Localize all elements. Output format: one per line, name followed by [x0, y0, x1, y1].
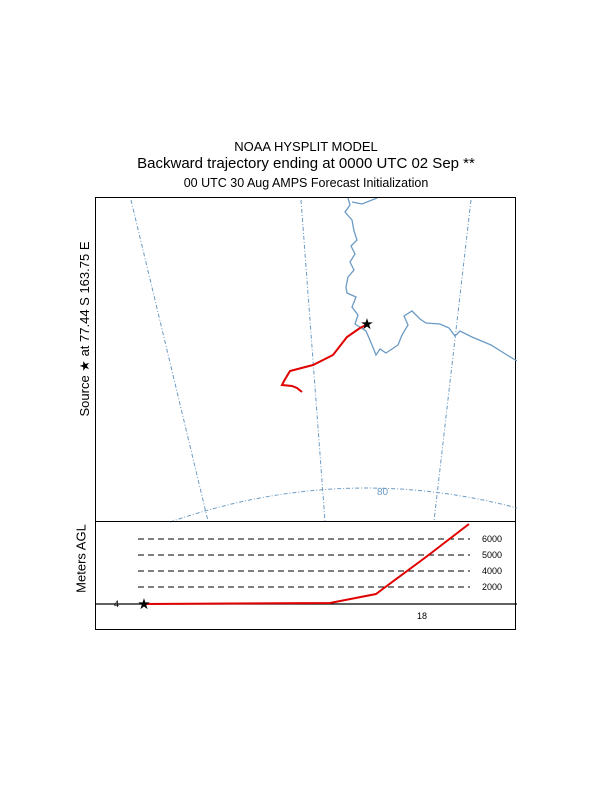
- source-star-icon: ★: [360, 316, 373, 333]
- height-label: 6000: [482, 534, 502, 544]
- meridian-line: [130, 199, 209, 522]
- height-label: 4000: [482, 566, 502, 576]
- meridian-line: [433, 199, 472, 522]
- forecast-subtitle: 00 UTC 30 Aug AMPS Forecast Initializati…: [183, 176, 429, 190]
- time-label: 18: [417, 611, 427, 621]
- source-location-label: Source ★ at 77.44 S 163.75 E: [77, 241, 92, 417]
- coastline: [344, 198, 517, 362]
- coastline-north: [351, 198, 378, 205]
- trajectory-map: 80 ★: [95, 197, 517, 523]
- time-label: 4: [114, 599, 119, 609]
- trajectory-path: [280, 323, 369, 393]
- trajectory-title: Backward trajectory ending at 0000 UTC 0…: [137, 155, 475, 172]
- latitude-circle: [169, 487, 517, 523]
- height-label: 2000: [482, 582, 502, 592]
- height-profile: 6000 5000 4000 2000 4 18 ★: [95, 521, 517, 630]
- profile-y-axis-label: Meters AGL: [73, 524, 89, 593]
- source-star-icon: ★: [137, 596, 150, 613]
- latitude-label-80: 80: [377, 487, 389, 498]
- trajectory-height-path: [143, 523, 470, 605]
- height-label: 5000: [482, 550, 502, 560]
- model-title: NOAA HYSPLIT MODEL: [234, 139, 378, 154]
